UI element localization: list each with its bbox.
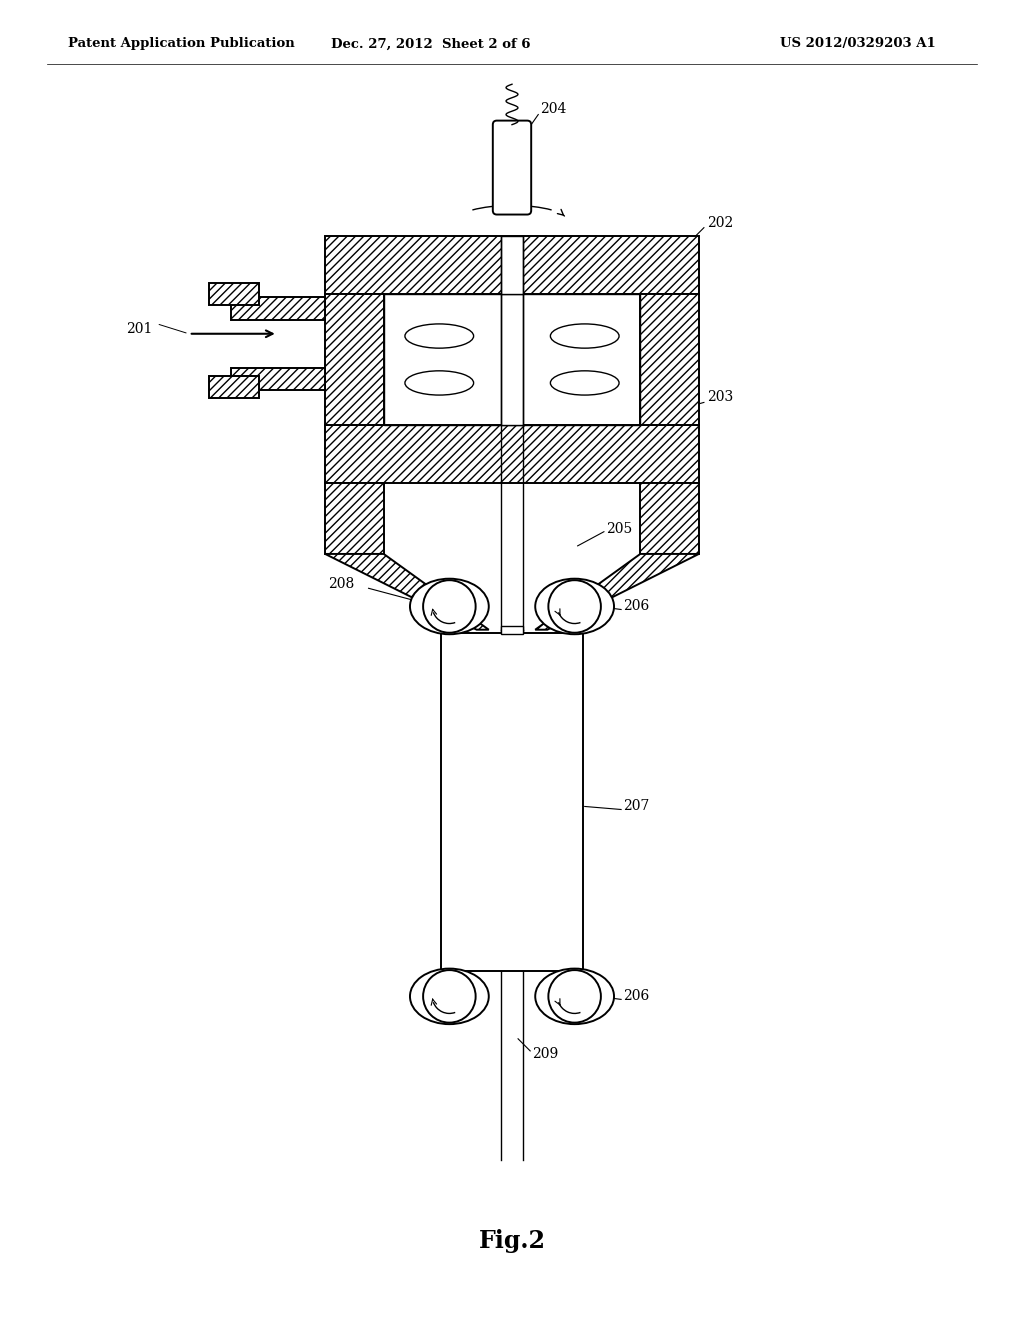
Polygon shape: [326, 554, 488, 630]
Ellipse shape: [410, 578, 488, 634]
Text: US 2012/0329203 A1: US 2012/0329203 A1: [780, 37, 936, 50]
Polygon shape: [536, 554, 698, 630]
Text: 208: 208: [328, 577, 354, 591]
Bar: [209, 284, 259, 305]
Text: Fig.2: Fig.2: [478, 1229, 546, 1253]
Bar: [384, 294, 640, 425]
Circle shape: [549, 581, 601, 632]
Bar: [209, 376, 259, 399]
Bar: [231, 368, 326, 391]
Bar: [326, 294, 384, 425]
Circle shape: [423, 581, 475, 632]
Text: 202: 202: [707, 215, 733, 230]
Text: 207: 207: [624, 800, 649, 813]
Ellipse shape: [410, 969, 488, 1024]
Circle shape: [423, 970, 475, 1023]
FancyBboxPatch shape: [493, 120, 531, 215]
Text: 201: 201: [126, 322, 153, 335]
Text: 209: 209: [532, 1047, 558, 1061]
Bar: [640, 294, 698, 425]
Text: 204: 204: [541, 103, 566, 116]
Bar: [231, 297, 326, 319]
Bar: [640, 483, 698, 554]
Bar: [326, 483, 384, 554]
Text: 206: 206: [624, 990, 649, 1003]
Ellipse shape: [536, 969, 614, 1024]
Bar: [384, 294, 640, 425]
Text: Patent Application Publication: Patent Application Publication: [68, 37, 294, 50]
Bar: [441, 632, 583, 972]
Bar: [501, 294, 523, 425]
Text: Dec. 27, 2012  Sheet 2 of 6: Dec. 27, 2012 Sheet 2 of 6: [332, 37, 530, 50]
Ellipse shape: [536, 578, 614, 634]
Bar: [501, 236, 523, 294]
Bar: [501, 626, 523, 634]
Text: 206: 206: [624, 599, 649, 614]
Text: 205: 205: [606, 521, 632, 536]
Bar: [326, 236, 698, 294]
Circle shape: [549, 970, 601, 1023]
Text: 203: 203: [707, 391, 733, 404]
Bar: [326, 425, 698, 483]
